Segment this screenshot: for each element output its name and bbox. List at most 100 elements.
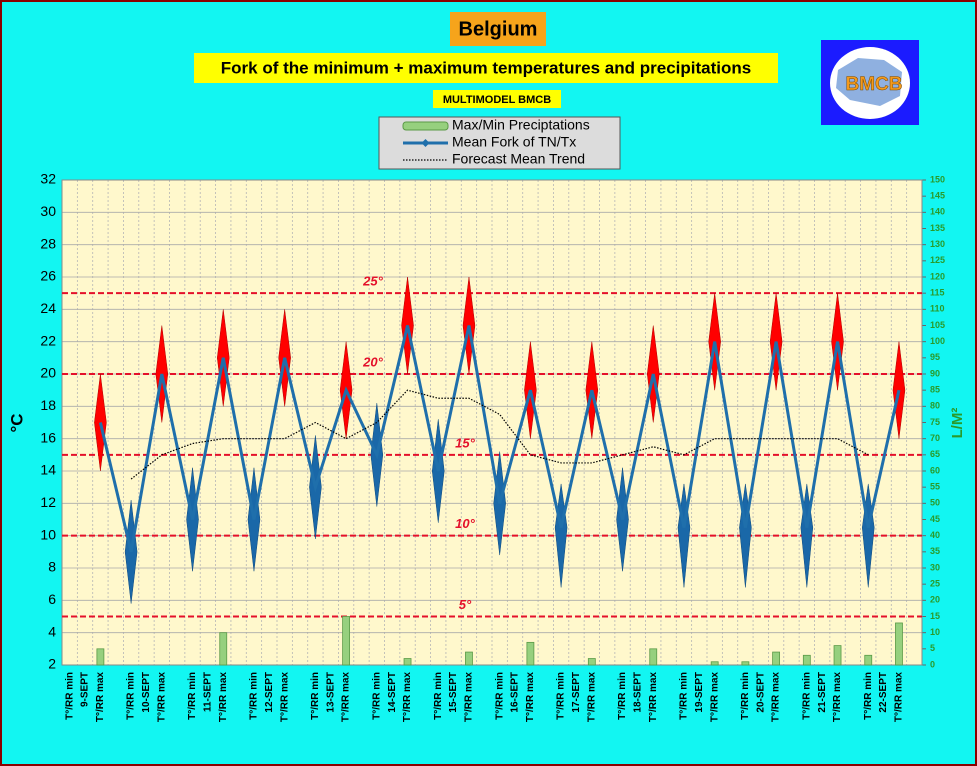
precip-bar bbox=[741, 661, 750, 666]
y2-tick-label: 5 bbox=[930, 643, 935, 653]
day-label: 12-SEPT bbox=[264, 672, 275, 713]
x-tick-label: T°/RR min bbox=[617, 672, 628, 720]
x-tick-label: T°/RR min bbox=[310, 672, 321, 720]
precip-bar bbox=[772, 651, 781, 666]
chart-title: Belgium bbox=[459, 18, 538, 40]
precip-bar bbox=[833, 645, 842, 666]
y2-tick-label: 150 bbox=[930, 174, 945, 184]
y-axis-label: °C bbox=[7, 413, 26, 432]
day-label: 16-SEPT bbox=[510, 672, 521, 713]
x-tick-label: T°/RR max bbox=[279, 672, 290, 723]
day-label: 17-SEPT bbox=[571, 672, 582, 713]
day-label: 13-SEPT bbox=[325, 672, 336, 713]
precip-bar bbox=[864, 654, 873, 666]
model-box bbox=[433, 90, 561, 108]
y2-tick-label: 125 bbox=[930, 255, 945, 265]
y2-tick-label: 110 bbox=[930, 304, 945, 314]
y2-tick-label: 105 bbox=[930, 320, 945, 330]
y-tick-label: 6 bbox=[48, 591, 56, 607]
y-tick-label: 4 bbox=[48, 623, 56, 639]
y2-tick-label: 70 bbox=[930, 433, 940, 443]
y-tick-label: 32 bbox=[40, 171, 56, 187]
title-box bbox=[450, 12, 546, 46]
day-label: 20-SEPT bbox=[755, 672, 766, 713]
y-tick-label: 28 bbox=[40, 235, 56, 251]
y2-tick-label: 100 bbox=[930, 336, 945, 346]
plot-border bbox=[61, 179, 923, 666]
y2-tick-label: 145 bbox=[930, 191, 945, 201]
y2-tick-label: 140 bbox=[930, 207, 945, 217]
y2-tick-label: 85 bbox=[930, 385, 940, 395]
reference-label: 10° bbox=[455, 516, 475, 531]
day-label: 14-SEPT bbox=[387, 672, 398, 713]
x-tick-label: T°/RR max bbox=[894, 672, 905, 723]
day-label: 18-SEPT bbox=[633, 672, 644, 713]
y2-tick-label: 65 bbox=[930, 449, 940, 459]
precip-bar bbox=[895, 622, 903, 666]
x-tick-label: T°/RR min bbox=[371, 672, 382, 720]
y2-tick-label: 10 bbox=[930, 627, 940, 637]
y-tick-label: 10 bbox=[40, 526, 56, 542]
x-tick-label: T°/RR max bbox=[525, 672, 536, 723]
legend-marker bbox=[421, 139, 430, 147]
x-tick-label: T°/RR max bbox=[771, 672, 782, 723]
reference-label: 25° bbox=[362, 274, 383, 289]
legend-label: Forecast Mean Trend bbox=[452, 151, 585, 167]
y2-tick-label: 135 bbox=[930, 223, 945, 233]
precip-bar bbox=[219, 632, 228, 666]
x-tick-label: T°/RR max bbox=[464, 672, 475, 723]
day-label: 21-SEPT bbox=[817, 672, 828, 713]
y2-tick-label: 120 bbox=[930, 271, 945, 281]
x-tick-label: T°/RR max bbox=[402, 672, 413, 723]
y-tick-label: 24 bbox=[40, 300, 56, 316]
y2-tick-label: 15 bbox=[930, 611, 940, 621]
day-label: 19-SEPT bbox=[694, 672, 705, 713]
y-tick-label: 26 bbox=[40, 268, 56, 284]
y2-tick-label: 115 bbox=[930, 288, 945, 298]
reference-label: 5° bbox=[459, 597, 472, 612]
x-tick-label: T°/RR min bbox=[187, 672, 198, 720]
y2-tick-label: 95 bbox=[930, 352, 940, 362]
precip-bar bbox=[96, 648, 105, 666]
legend-swatch bbox=[402, 121, 449, 131]
x-tick-label: T°/RR max bbox=[341, 672, 352, 723]
day-label: 15-SEPT bbox=[448, 672, 459, 713]
model-label: MULTIMODEL BMCB bbox=[443, 94, 551, 106]
x-tick-label: T°/RR min bbox=[494, 672, 505, 720]
x-tick-label: T°/RR min bbox=[126, 672, 137, 720]
y2-tick-label: 60 bbox=[930, 465, 940, 475]
x-tick-label: T°/RR min bbox=[556, 672, 567, 720]
precip-bar bbox=[342, 616, 351, 666]
y2-tick-label: 45 bbox=[930, 514, 940, 524]
x-tick-label: T°/RR min bbox=[679, 672, 690, 720]
logo-text: BMCB bbox=[846, 74, 903, 95]
trend-line bbox=[130, 389, 869, 480]
y-tick-label: 30 bbox=[40, 203, 56, 219]
x-tick-label: T°/RR max bbox=[586, 672, 597, 723]
x-tick-label: T°/RR max bbox=[832, 672, 843, 723]
x-tick-label: T°/RR min bbox=[433, 672, 444, 720]
legend-label: Max/Min Preciptations bbox=[452, 117, 590, 133]
y-tick-label: 22 bbox=[40, 332, 56, 348]
y2-tick-label: 50 bbox=[930, 498, 940, 508]
precip-bar bbox=[526, 641, 535, 666]
y2-tick-label: 130 bbox=[930, 239, 945, 249]
y2-tick-label: 0 bbox=[930, 659, 935, 669]
x-tick-label: T°/RR min bbox=[801, 672, 812, 720]
y2-tick-label: 75 bbox=[930, 417, 940, 427]
logo-map bbox=[836, 58, 902, 106]
precip-bar bbox=[802, 654, 811, 666]
day-label: 22-SEPT bbox=[878, 672, 889, 713]
x-tick-label: T°/RR min bbox=[249, 672, 260, 720]
subtitle-box bbox=[194, 53, 778, 83]
precip-bar bbox=[465, 651, 473, 666]
precip-bar bbox=[649, 648, 658, 666]
day-label: 10-SEPT bbox=[141, 672, 152, 713]
x-tick-label: T°/RR max bbox=[648, 672, 659, 723]
x-tick-label: T°/RR min bbox=[64, 672, 75, 720]
y-tick-label: 20 bbox=[40, 365, 56, 381]
y2-axis-label: L/M² bbox=[949, 408, 966, 439]
x-tick-label: T°/RR min bbox=[863, 672, 874, 720]
y-tick-label: 8 bbox=[48, 559, 56, 575]
